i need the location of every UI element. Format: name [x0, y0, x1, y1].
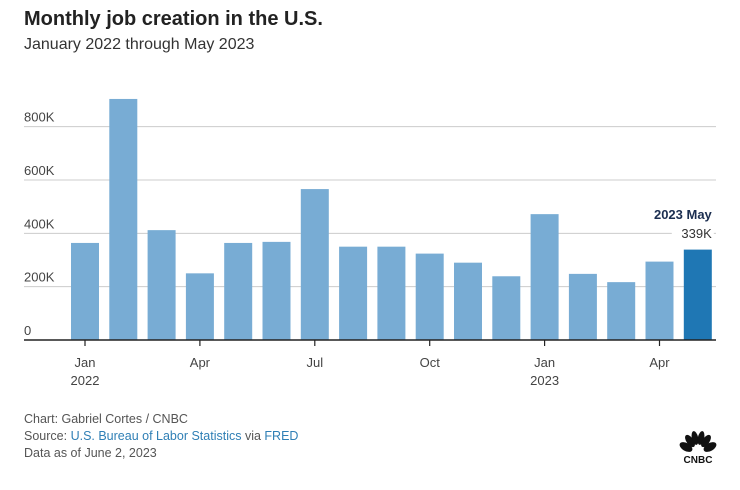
x-tick-year-label: 2022 [71, 373, 100, 388]
chart-subtitle: January 2022 through May 2023 [24, 36, 255, 53]
highlight-value-bg [671, 225, 714, 241]
peacock-icon [679, 431, 717, 452]
x-tick-year-label: 2023 [530, 373, 559, 388]
y-tick-label: 200K [24, 270, 55, 285]
fred-link[interactable]: FRED [264, 429, 299, 443]
bar-2023-04[interactable] [645, 261, 674, 340]
bar-2022-02[interactable] [109, 98, 138, 341]
x-tick-label: Apr [649, 355, 670, 370]
bar-2022-07[interactable] [300, 189, 329, 340]
bar-2022-08[interactable] [339, 246, 368, 340]
chart-credit: Chart: Gabriel Cortes / CNBC [24, 412, 188, 426]
bar-chart: 0 200K 400K 600K 800K Jan 2022 Apr Jul Oct Jan 202… [24, 98, 716, 388]
x-tick-label: Jan [534, 355, 555, 370]
x-tick-label: Oct [420, 355, 441, 370]
x-tick-label: Jul [306, 355, 323, 370]
source-line: Source: U.S. Bureau of Labor Statistics … [24, 428, 298, 445]
bars [71, 98, 712, 341]
source-via: via [241, 429, 265, 443]
bar-2023-01[interactable] [530, 214, 559, 340]
source-prefix: Source: [24, 429, 71, 443]
bar-2023-02[interactable] [568, 273, 597, 340]
cnbc-logo: CNBC [679, 431, 717, 466]
bls-link[interactable]: U.S. Bureau of Labor Statistics [70, 429, 242, 443]
bar-2022-01[interactable] [71, 242, 99, 340]
bar-2022-12[interactable] [492, 276, 521, 340]
bar-2022-04[interactable] [185, 273, 214, 340]
bar-2023-03[interactable] [607, 282, 636, 340]
highlight-label: 2023 May [654, 207, 713, 222]
bar-2023-05[interactable] [683, 249, 712, 340]
x-tick-label: Apr [190, 355, 211, 370]
x-axis: Jan 2022 Apr Jul Oct Jan 2023 Apr [24, 339, 716, 388]
bar-2022-09[interactable] [377, 246, 406, 340]
highlight-value-label: 339K [681, 226, 712, 241]
annotations: 2023 May 339K [654, 207, 714, 241]
y-tick-label: 0 [24, 323, 31, 338]
bar-2022-11[interactable] [454, 262, 482, 340]
bar-2022-03[interactable] [147, 230, 176, 340]
y-tick-label: 600K [24, 163, 55, 178]
chart-footer: Chart: Gabriel Cortes / CNBC Source: U.S… [24, 411, 298, 462]
bar-2022-06[interactable] [262, 241, 291, 340]
gridlines: 0 200K 400K 600K 800K [24, 110, 716, 338]
x-tick-label: Jan [75, 355, 96, 370]
chart-title: Monthly job creation in the U.S. [24, 8, 323, 30]
bar-2022-05[interactable] [224, 242, 253, 340]
bar-2022-10[interactable] [415, 253, 444, 340]
y-tick-label: 800K [24, 110, 55, 125]
y-tick-label: 400K [24, 216, 55, 231]
data-as-of: Data as of June 2, 2023 [24, 446, 157, 460]
cnbc-wordmark: CNBC [684, 455, 713, 466]
